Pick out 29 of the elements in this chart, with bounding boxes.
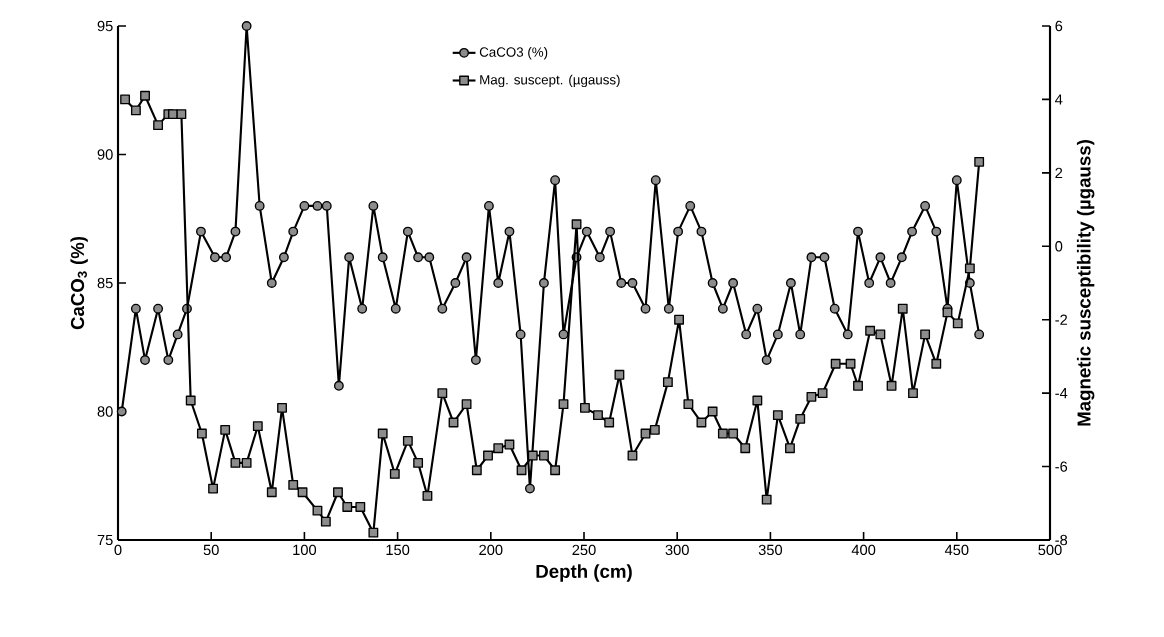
x-tick-label: 200: [479, 544, 503, 556]
y-tick-label: 95: [97, 20, 113, 32]
y2-tick-label: -4: [1055, 388, 1068, 399]
y-axis-title: CaCO$_{3}$ (%): [70, 236, 88, 330]
x-tick-label: 300: [665, 544, 689, 556]
legend-label: CaCO3 (%): [479, 47, 548, 60]
x-tick-label: 50: [203, 544, 219, 556]
y2-tick-label: 4: [1055, 94, 1063, 105]
x-tick-label: 150: [386, 544, 410, 556]
legend-label: Mag. suscept. (µgauss): [480, 74, 620, 88]
x-tick-label: 250: [572, 544, 596, 556]
y2-tick-label: -6: [1055, 461, 1068, 472]
x-tick-label: 100: [293, 544, 317, 556]
y-tick-label: 75: [97, 534, 113, 546]
y-tick-label: 90: [97, 149, 113, 160]
x-tick-label: 350: [758, 544, 783, 556]
y2-tick-label: 6: [1055, 20, 1063, 32]
y2-tick-label: -2: [1055, 314, 1068, 325]
x-tick-label: 450: [944, 544, 969, 556]
y2-tick-label: 2: [1055, 167, 1063, 178]
y2-tick-label: -8: [1055, 534, 1068, 546]
x-axis-title: Depth (cm): [536, 564, 632, 582]
y-tick-label: 85: [97, 277, 113, 289]
y-tick-label: 80: [97, 406, 113, 417]
y2-tick-label: 0: [1055, 241, 1063, 252]
x-tick-label: 0: [114, 544, 122, 556]
x-tick-label: 500: [1038, 544, 1062, 556]
x-tick-label: 400: [851, 544, 876, 556]
y2-axis-title: Magnetic susceptibility (µgauss): [1076, 140, 1095, 426]
